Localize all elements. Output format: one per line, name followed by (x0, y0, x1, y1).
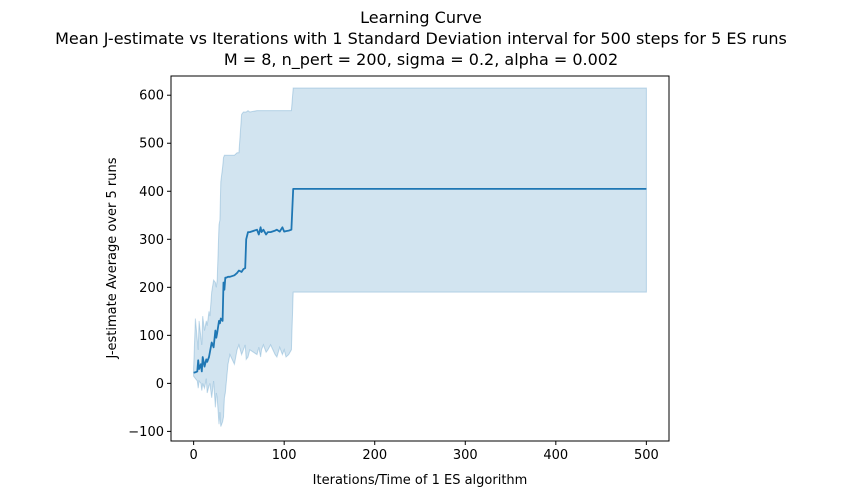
plot-area (193, 87, 647, 427)
x-axis-ticks: 0 100 200 300 400 500 (189, 441, 659, 463)
mean-line-0 (193, 187, 647, 374)
y-tick-label: 100 (139, 329, 164, 344)
chart-subtitle-line-2: M = 8, n_pert = 200, sigma = 0.2, alpha … (223, 50, 619, 69)
y-tick-label: 500 (139, 137, 164, 152)
x-tick-label: 400 (543, 448, 568, 463)
chart-subtitle-line-1: Mean J-estimate vs Iterations with 1 Sta… (55, 29, 787, 48)
y-axis-ticks: −100 0 100 200 300 400 500 600 (128, 89, 171, 440)
y-tick-label: 300 (139, 233, 164, 248)
y-axis-label: J-estimate Average over 5 runs (105, 157, 120, 359)
x-tick-label: 500 (634, 448, 659, 463)
y-tick-label: 200 (139, 281, 164, 296)
x-axis-label: Iterations/Time of 1 ES algorithm (313, 473, 528, 488)
y-tick-label: 400 (139, 185, 164, 200)
axes-frame (170, 75, 670, 442)
y-tick-label: 600 (139, 89, 164, 104)
std-band-0 (193, 87, 647, 427)
chart-title-block: Learning Curve Mean J-estimate vs Iterat… (0, 7, 842, 70)
x-tick-label: 300 (453, 448, 478, 463)
y-tick-label: −100 (128, 425, 164, 440)
x-tick-label: 200 (362, 448, 387, 463)
chart-title: Learning Curve (360, 8, 482, 27)
y-tick-label: 0 (156, 377, 164, 392)
x-tick-label: 0 (189, 448, 197, 463)
x-tick-label: 100 (272, 448, 297, 463)
